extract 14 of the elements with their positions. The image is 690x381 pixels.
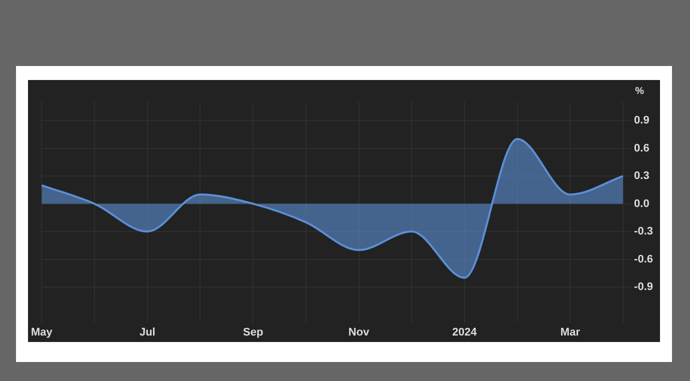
y-tick-label: 0.6	[634, 142, 650, 154]
y-tick-label: 0.0	[634, 198, 650, 210]
x-tick-label: Sep	[243, 326, 264, 338]
x-tick-label: Mar	[560, 326, 581, 338]
y-tick-label: -0.3	[634, 226, 654, 238]
x-tick-label: May	[30, 326, 54, 338]
y-tick-label: 0.3	[634, 170, 650, 182]
y-axis-title: %	[635, 86, 644, 97]
y-tick-label: -0.9	[634, 281, 654, 294]
y-tick-label: 0.9	[634, 114, 650, 127]
x-tick-label: 2024	[452, 326, 478, 338]
x-tick-label: Jul	[139, 326, 156, 338]
x-tick-label: Nov	[348, 326, 370, 338]
y-tick-label: -0.6	[634, 253, 654, 266]
